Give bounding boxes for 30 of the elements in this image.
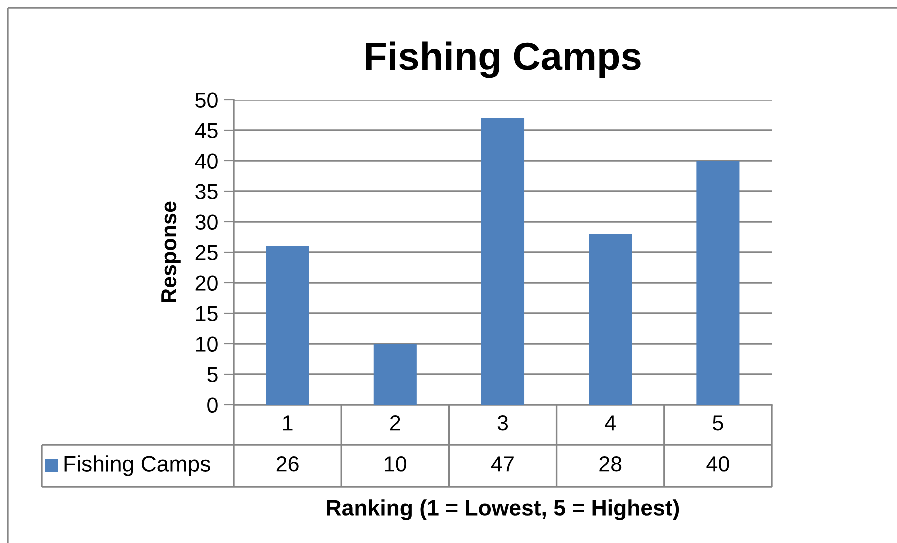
bar xyxy=(266,246,310,405)
x-tick-label: 4 xyxy=(605,416,616,431)
x-tick-label: 3 xyxy=(498,416,508,431)
data-label: 10 xyxy=(385,456,407,472)
x-tick-label: 2 xyxy=(390,416,400,431)
x-tick-label: 5 xyxy=(713,416,724,431)
y-tick-label: 25 xyxy=(196,245,218,261)
data-label: 26 xyxy=(276,456,299,472)
data-label: 40 xyxy=(706,456,730,472)
bar xyxy=(374,344,417,405)
bar xyxy=(481,118,525,405)
y-tick-label: 50 xyxy=(196,92,218,108)
y-tick-label: 40 xyxy=(195,154,218,170)
data-label: 47 xyxy=(492,456,514,472)
y-tick-label: 35 xyxy=(196,184,218,200)
bar xyxy=(589,234,632,405)
y-tick-label: 30 xyxy=(196,214,218,230)
bar xyxy=(696,161,740,405)
legend-label: Fishing Camps xyxy=(64,456,210,476)
chart-title: Fishing Camps xyxy=(366,42,641,78)
data-label: 28 xyxy=(600,456,622,472)
y-axis-title: Response xyxy=(162,202,181,302)
x-tick-label: 1 xyxy=(283,416,293,431)
y-tick-label: 45 xyxy=(195,123,218,139)
y-tick-label: 20 xyxy=(196,276,218,292)
x-axis-title: Ranking (1 = Lowest, 5 = Highest) xyxy=(327,500,680,520)
y-tick-label: 15 xyxy=(196,306,218,322)
y-tick-label: 0 xyxy=(208,398,218,414)
y-tick-label: 5 xyxy=(208,367,218,383)
y-tick-label: 10 xyxy=(196,336,218,352)
